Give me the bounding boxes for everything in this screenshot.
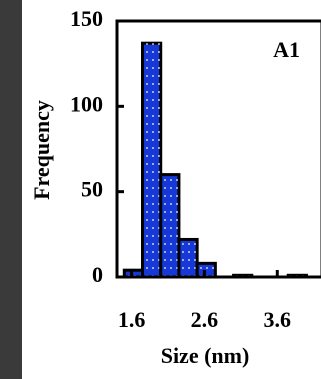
bar bbox=[197, 263, 215, 277]
y-tick-label: 100 bbox=[70, 91, 103, 116]
bar-dots bbox=[161, 175, 179, 277]
y-tick-label: 150 bbox=[70, 6, 103, 31]
y-tick-label: 0 bbox=[92, 262, 103, 287]
bar-dots bbox=[143, 43, 161, 277]
x-tick-label: 2.6 bbox=[191, 307, 219, 332]
annotation: A1 bbox=[273, 37, 300, 62]
x-tick-label: 3.6 bbox=[264, 307, 292, 332]
y-axis-label: Frequency bbox=[29, 100, 54, 200]
bar-dots bbox=[179, 239, 197, 277]
x-axis-label: Size (nm) bbox=[161, 343, 250, 368]
x-tick-label: 1.6 bbox=[118, 307, 146, 332]
chart: A1 Size (nm) Frequency 0 50 100 150 1.6 2.6 3.… bbox=[0, 0, 321, 379]
bar bbox=[161, 175, 179, 277]
y-tick-label: 50 bbox=[81, 177, 103, 202]
bar bbox=[143, 43, 161, 277]
bar-dots bbox=[197, 263, 215, 277]
image-strip bbox=[0, 0, 22, 379]
bar bbox=[179, 239, 197, 277]
